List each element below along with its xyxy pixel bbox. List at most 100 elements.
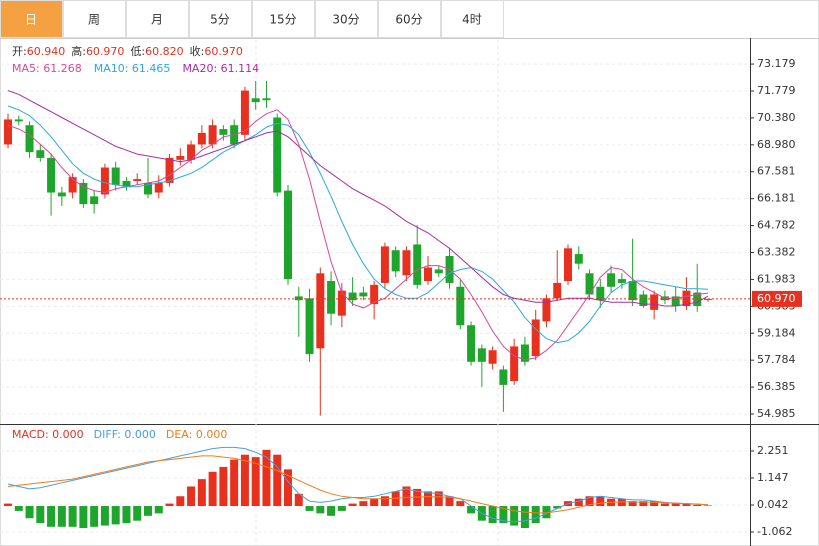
price-label-bg — [752, 290, 802, 307]
candle-body — [531, 319, 540, 357]
candle-body — [650, 294, 659, 310]
y-tick-label: 1.147 — [757, 471, 789, 484]
candle-body — [617, 279, 626, 283]
macd-bar — [100, 506, 109, 526]
macd-bar — [262, 449, 271, 507]
candle-body — [596, 286, 605, 301]
candle-body — [359, 292, 368, 297]
tab-label[interactable]: 60分 — [395, 13, 422, 27]
macd-bar — [165, 503, 174, 507]
macd-bar — [176, 496, 185, 507]
y-tick-label: -1.062 — [757, 525, 792, 538]
y-tick-label: 71.779 — [757, 84, 796, 97]
tab-label[interactable]: 周 — [88, 13, 100, 27]
macd-bar — [240, 454, 249, 507]
macd-bar — [122, 506, 131, 524]
y-tick-label: 64.782 — [757, 219, 796, 232]
macd-line — [7, 446, 709, 523]
tab[interactable] — [126, 0, 189, 38]
macd-bar — [154, 506, 163, 514]
macd-bar — [133, 506, 142, 521]
macd-bar — [4, 503, 12, 507]
candle-body — [607, 273, 616, 287]
candle-body — [219, 129, 228, 135]
tab[interactable] — [63, 0, 126, 38]
macd-bar — [68, 506, 77, 527]
macd-bar — [510, 506, 519, 526]
candle-body — [14, 119, 23, 122]
legend-entry: DIFF: 0.000 — [94, 428, 156, 441]
tab-label[interactable]: 日 — [25, 13, 37, 27]
candle-body — [165, 157, 174, 183]
ma-line — [7, 109, 709, 361]
candle-body — [413, 244, 422, 285]
candle-body — [370, 284, 379, 305]
tab-label[interactable]: 4时 — [462, 13, 482, 27]
candle-body — [553, 282, 562, 299]
tab[interactable] — [378, 0, 441, 38]
macd-bar — [208, 471, 217, 507]
candle-body — [337, 290, 346, 316]
legend-entry: MA10: 61.465 — [94, 62, 171, 75]
info-label: 开: — [12, 45, 27, 58]
candle-body — [133, 179, 142, 181]
tab-label[interactable]: 月 — [151, 13, 163, 27]
tab-label[interactable]: 5分 — [210, 13, 230, 27]
macd-bar — [660, 503, 669, 507]
candle-body — [477, 348, 486, 362]
candle-body — [36, 150, 45, 158]
price-label: 60.970 — [757, 292, 796, 305]
candle-body — [111, 167, 120, 185]
macd-bar — [456, 501, 465, 507]
macd-bar — [650, 501, 659, 507]
macd-bar — [284, 469, 292, 507]
info-label: 高: — [71, 44, 86, 58]
candle-body — [499, 369, 508, 385]
info-label: 低: — [130, 45, 145, 58]
candle-body — [262, 98, 271, 101]
tab[interactable] — [0, 0, 63, 38]
info-value: 60.940 — [27, 45, 66, 58]
macd-bar — [542, 506, 551, 519]
macd-bar — [14, 506, 23, 511]
macd-bar — [693, 504, 702, 507]
macd-bar — [144, 506, 152, 516]
info-value: 60.820 — [145, 45, 184, 58]
candle-body — [434, 269, 443, 274]
macd-bar — [370, 498, 379, 507]
candle-body — [488, 350, 497, 364]
macd-bar — [639, 501, 648, 507]
candle-body — [57, 192, 66, 197]
macd-bar — [219, 466, 228, 507]
tab-label[interactable]: 30分 — [332, 13, 359, 27]
candle-body — [542, 298, 551, 322]
macd-bar — [380, 496, 389, 507]
macd-bar — [25, 506, 34, 519]
tab-label[interactable]: 15分 — [269, 13, 296, 27]
candle-body — [564, 248, 572, 282]
macd-bar — [585, 496, 594, 507]
tab[interactable] — [252, 0, 315, 38]
candle-body — [294, 296, 303, 301]
y-tick-label: 2.251 — [757, 444, 789, 457]
tab[interactable] — [189, 0, 252, 38]
y-tick-label: 73.179 — [757, 57, 796, 70]
candle-body — [197, 132, 206, 145]
info-label: 收: — [190, 44, 205, 58]
info-value: 60.970 — [204, 45, 243, 58]
macd-bar — [294, 493, 303, 507]
tab[interactable] — [315, 0, 378, 38]
candle-body — [187, 144, 196, 160]
macd-bar — [187, 486, 196, 507]
y-tick-label: 59.184 — [757, 326, 796, 339]
macd-bar — [467, 506, 476, 514]
macd-bar — [488, 506, 497, 524]
candle-body — [682, 290, 691, 307]
y-tick-label: 67.581 — [757, 165, 796, 178]
tab[interactable] — [441, 0, 504, 38]
macd-bar — [682, 503, 691, 507]
candle-body — [467, 325, 476, 362]
y-tick-label: 57.784 — [757, 353, 796, 366]
macd-bar — [36, 506, 45, 524]
